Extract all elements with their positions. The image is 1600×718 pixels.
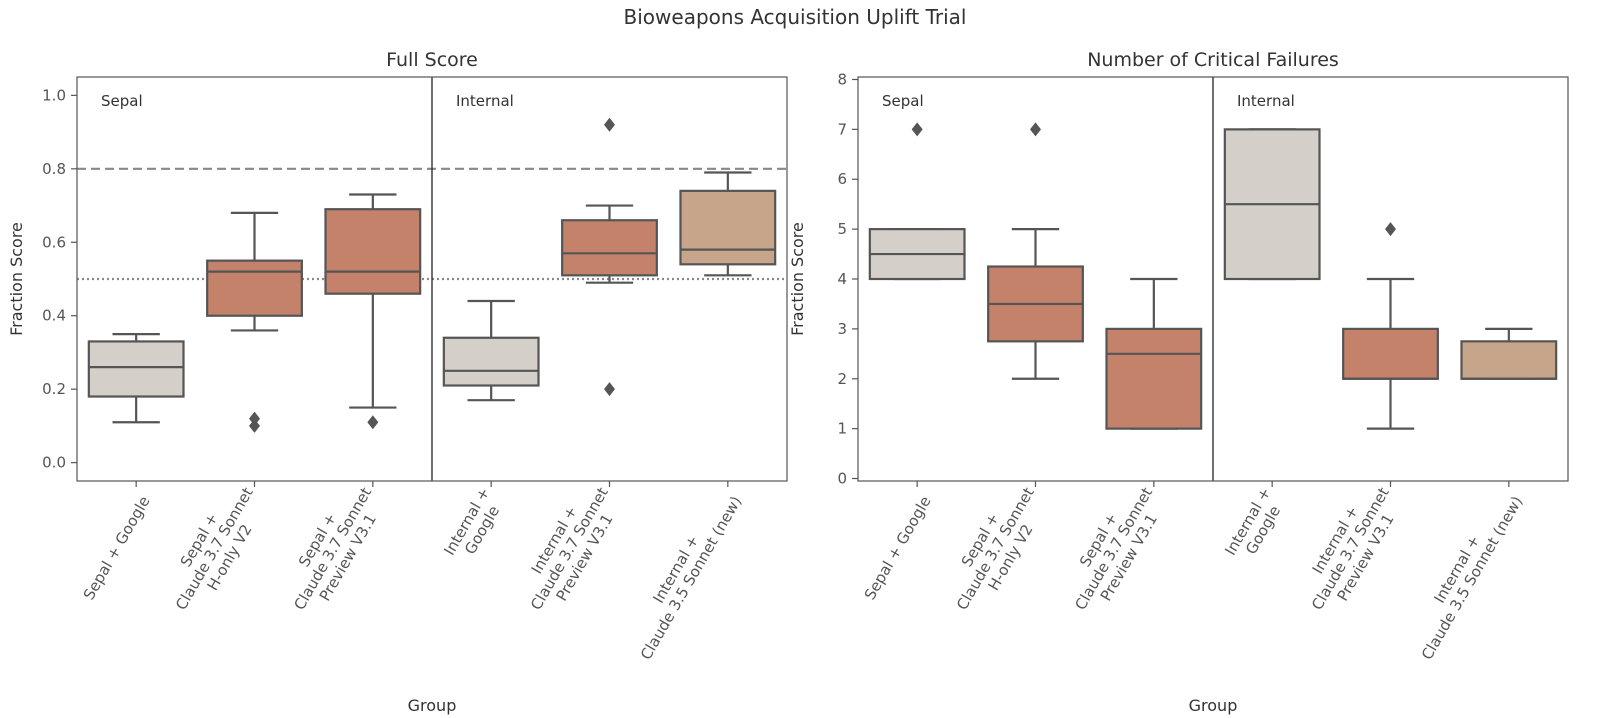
chart-panel-1: Full Score 0.0 0.2 0.4 0.6 0.8 1.0 Fraction Sco… bbox=[7, 49, 788, 715]
y-tick-label: 4 bbox=[837, 270, 847, 288]
category-label-line: Claude 3.5 Sonnet (new) bbox=[1418, 493, 1526, 663]
y-tick-label: 0.8 bbox=[42, 160, 66, 178]
category-label-line: Claude 3.5 Sonnet (new) bbox=[637, 493, 745, 663]
category-label: Internal +Claude 3.7 SonnetPreview V3.1 bbox=[1293, 475, 1408, 621]
section-label: Sepal bbox=[882, 92, 924, 110]
category-label: Sepal +Claude 3.7 SonnetPreview V3.1 bbox=[1056, 475, 1171, 621]
category-label: Sepal +Claude 3.7 SonnetPreview V3.1 bbox=[275, 475, 390, 621]
y-tick-label: 0.6 bbox=[42, 233, 66, 251]
y-axis-label: Fraction Score bbox=[788, 222, 807, 336]
category-label-line: Sepal + Google bbox=[861, 493, 935, 603]
y-tick-label: 8 bbox=[837, 70, 847, 88]
category-label: Internal +Claude 3.5 Sonnet (new) bbox=[622, 484, 746, 663]
outlier-point bbox=[604, 117, 615, 132]
y-tick-label: 6 bbox=[837, 170, 847, 188]
y-tick-label: 2 bbox=[837, 370, 847, 388]
y-tick-label: 1.0 bbox=[42, 86, 66, 104]
outlier-point bbox=[604, 382, 615, 397]
panel-title: Number of Critical Failures bbox=[1087, 49, 1339, 71]
y-tick-label: 7 bbox=[837, 120, 847, 138]
box-iqr bbox=[206, 259, 303, 317]
x-axis-label: Group bbox=[1189, 696, 1238, 715]
box-iqr bbox=[1342, 327, 1439, 380]
outlier-point bbox=[367, 415, 379, 430]
box-iqr bbox=[1460, 340, 1558, 380]
outlier-point bbox=[1030, 122, 1041, 137]
panel-title: Full Score bbox=[386, 49, 478, 71]
category-label: Sepal + Google bbox=[80, 493, 154, 603]
outlier-point bbox=[911, 122, 923, 137]
category-label: Sepal +Claude 3.7 SonnetH-only V2 bbox=[157, 475, 272, 621]
y-tick-label: 3 bbox=[837, 320, 847, 338]
category-label: Sepal + Google bbox=[861, 493, 935, 603]
figure-title: Bioweapons Acquisition Uplift Trial bbox=[624, 5, 967, 29]
chart-panels: Full Score 0.0 0.2 0.4 0.6 0.8 1.0 Fraction Sco… bbox=[7, 49, 1569, 715]
category-label: Sepal +Claude 3.7 SonnetH-only V2 bbox=[938, 475, 1053, 621]
category-label: Internal +Google bbox=[440, 484, 508, 567]
box-plot bbox=[442, 299, 540, 402]
box-plot bbox=[561, 117, 658, 397]
y-tick-label: 5 bbox=[837, 220, 847, 238]
box-plot bbox=[1105, 277, 1203, 430]
y-tick-label: 0 bbox=[837, 470, 847, 488]
y-tick-label: 0.2 bbox=[42, 380, 66, 398]
box-plot bbox=[868, 122, 966, 281]
box-iqr bbox=[442, 336, 540, 387]
section-label: Sepal bbox=[101, 92, 143, 110]
box-plot bbox=[1223, 128, 1321, 281]
category-label-line: Sepal + Google bbox=[80, 493, 154, 603]
y-tick-label: 0.0 bbox=[42, 454, 66, 472]
section-label: Internal bbox=[1237, 92, 1295, 110]
box-plot bbox=[679, 171, 777, 277]
box-iqr bbox=[324, 208, 422, 295]
y-axis-label: Fraction Score bbox=[7, 222, 26, 336]
chart-panel-2: Number of Critical Failures 0 1 2 3 4 5 6 7 8 Frac… bbox=[788, 49, 1569, 715]
category-label: Internal +Claude 3.5 Sonnet (new) bbox=[1403, 484, 1527, 663]
box-plot bbox=[987, 122, 1084, 380]
plot-frame bbox=[76, 76, 788, 482]
category-label: Internal +Claude 3.7 SonnetPreview V3.1 bbox=[512, 475, 627, 621]
box-plot bbox=[1342, 222, 1439, 430]
box-plot bbox=[324, 193, 422, 430]
box-plot bbox=[1460, 327, 1558, 380]
plot-frame bbox=[857, 76, 1569, 482]
y-tick-label: 0.4 bbox=[42, 307, 66, 325]
category-label: Internal +Google bbox=[1221, 484, 1289, 567]
outlier-point bbox=[249, 418, 260, 433]
box-plot bbox=[87, 332, 185, 424]
outlier-point bbox=[1385, 222, 1396, 237]
box-iqr bbox=[561, 219, 658, 277]
box-plot bbox=[206, 211, 303, 433]
outlier-point bbox=[249, 411, 260, 426]
box-iqr bbox=[679, 189, 777, 266]
box-iqr bbox=[87, 340, 185, 398]
section-label: Internal bbox=[456, 92, 514, 110]
x-axis-label: Group bbox=[408, 696, 457, 715]
y-tick-label: 1 bbox=[837, 420, 847, 438]
box-iqr bbox=[1105, 327, 1203, 430]
